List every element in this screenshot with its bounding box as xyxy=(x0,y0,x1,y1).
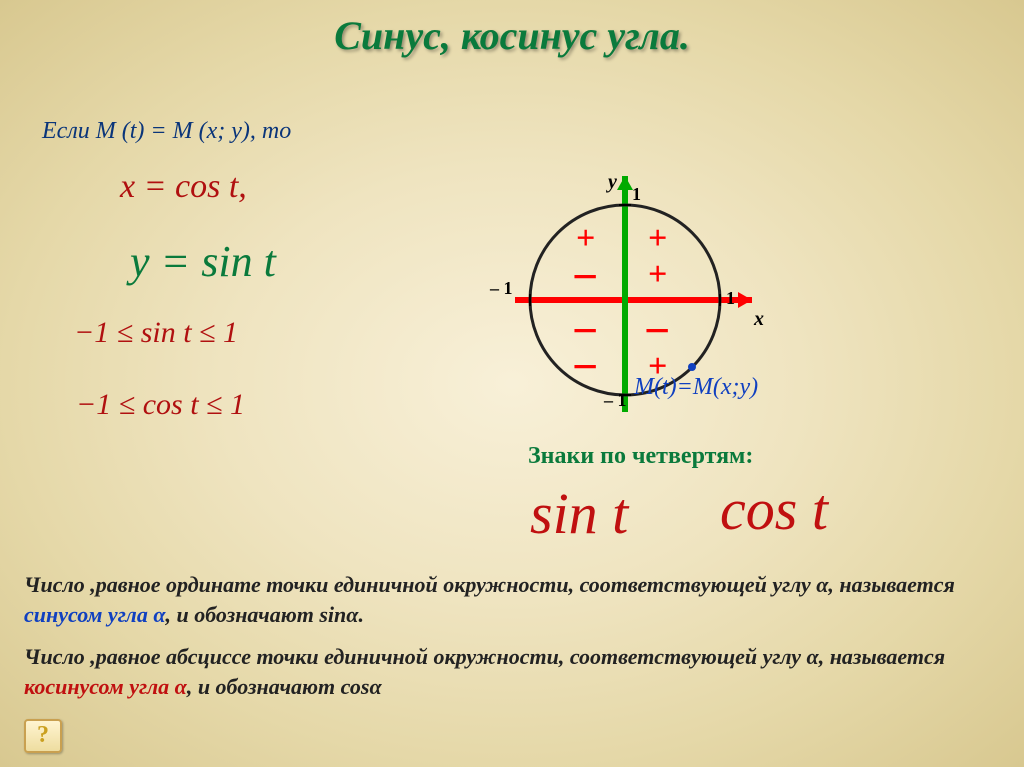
q1-sin-sign: + xyxy=(648,222,667,256)
q2-cos-sign: − xyxy=(572,254,598,300)
inequality-sin: −1 ≤ sin t ≤ 1 xyxy=(74,316,238,350)
point-m-label: M(t)=M(x;y) xyxy=(634,374,758,401)
inequality-cos: −1 ≤ cos t ≤ 1 xyxy=(76,388,245,422)
tick-label-left: – 1 xyxy=(490,278,513,299)
x-axis-label: x xyxy=(754,308,764,331)
equation-x-cos: x = cos t, xyxy=(120,168,247,206)
def-sin-post: , и обозначают sinα. xyxy=(166,602,364,627)
def-sin-pre: Число ,равное ординате точки единичной о… xyxy=(24,572,955,597)
def-cos-pre: Число ,равное абсциссе точки единичной о… xyxy=(24,644,945,669)
point-m-dot xyxy=(688,363,696,371)
def-sin-em: синусом угла α xyxy=(24,602,166,627)
eq-text: y = sin t xyxy=(130,237,276,286)
tick-label-top: 1 xyxy=(632,184,641,205)
y-axis-label: y xyxy=(608,171,617,194)
def-cos-post: , и обозначают соsα xyxy=(187,674,382,699)
equation-y-sin: y = sin t xyxy=(130,236,276,287)
big-sin-label: sin t xyxy=(530,480,628,547)
q3-cos-sign: − xyxy=(572,344,598,390)
unit-circle-svg xyxy=(480,150,780,450)
eq-text: x = cos t, xyxy=(120,168,247,205)
tick-label-bottom: – 1 xyxy=(604,390,627,411)
page-title: Синус, косинус угла. xyxy=(0,12,1024,59)
signs-caption: Знаки по четвертям: xyxy=(528,443,753,470)
def-cos-em: косинусом угла α xyxy=(24,674,187,699)
definition-cos: Число ,равное абсциссе точки единичной о… xyxy=(24,642,1004,701)
eq-text: −1 ≤ sin t ≤ 1 xyxy=(74,316,238,349)
unit-circle-diagram: y x 1 – 1 1 – 1 + − + + − − − + M(t)=M(x… xyxy=(480,150,780,450)
definition-sin: Число ,равное ординате точки единичной о… xyxy=(24,570,1004,629)
big-cos-label: cos t xyxy=(720,476,828,543)
intro-line: Если M (t) = M (x; y), то xyxy=(42,118,291,145)
help-button[interactable]: ? xyxy=(24,719,62,753)
y-axis-arrow xyxy=(617,176,633,190)
tick-label-right: 1 xyxy=(726,288,735,309)
q1-cos-sign: + xyxy=(648,258,667,292)
eq-text: −1 ≤ cos t ≤ 1 xyxy=(76,388,245,421)
x-axis-arrow xyxy=(738,292,752,308)
